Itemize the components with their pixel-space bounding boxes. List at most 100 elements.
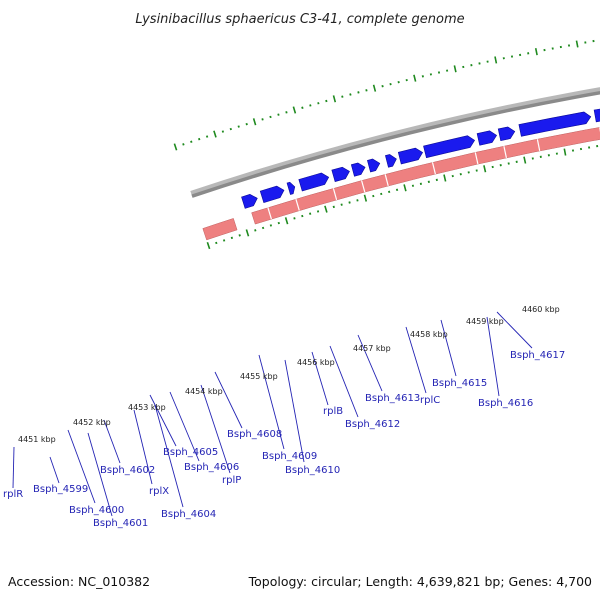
- gene-label[interactable]: Bsph_4605: [163, 447, 218, 458]
- gene-label[interactable]: Bsph_4600: [69, 505, 124, 516]
- minor-tick: [340, 203, 343, 206]
- gene-arrow[interactable]: [259, 185, 285, 203]
- major-tick: [453, 65, 457, 73]
- gene-label[interactable]: Bsph_4615: [432, 378, 487, 389]
- minor-tick: [190, 140, 193, 143]
- major-tick: [324, 205, 328, 213]
- major-tick: [213, 130, 217, 138]
- gene-labels: rplR Bsph_4599 Bsph_4600 Bsph_4601 Bsph_4602…: [3, 350, 565, 529]
- major-tick: [563, 148, 567, 156]
- minor-tick: [301, 106, 304, 109]
- gene-arrow[interactable]: [331, 166, 350, 182]
- gene-arrow[interactable]: [518, 111, 592, 137]
- gene-label[interactable]: rplP: [222, 475, 241, 486]
- minor-tick: [205, 135, 209, 138]
- minor-tick: [245, 122, 248, 126]
- inner-tick-dots: [206, 144, 599, 250]
- gene-label[interactable]: rplB: [323, 406, 343, 417]
- gene-label[interactable]: Bsph_4602: [100, 465, 155, 476]
- gene-label[interactable]: Bsph_4610: [285, 465, 340, 476]
- minor-tick: [293, 217, 296, 220]
- major-tick: [284, 217, 289, 225]
- tick-label: 4459 kbp: [466, 317, 504, 326]
- gene-arrow[interactable]: [286, 181, 296, 195]
- minor-tick: [261, 118, 264, 121]
- gene-arrow[interactable]: [397, 147, 424, 165]
- label-leader: [311, 351, 329, 406]
- minor-tick: [221, 130, 225, 133]
- gene-arrow[interactable]: [423, 135, 476, 159]
- gene-arrow[interactable]: [298, 172, 330, 192]
- tick-label: 4451 kbp: [18, 435, 56, 444]
- minor-tick: [341, 95, 344, 98]
- minor-tick: [309, 104, 312, 107]
- label-leader: [169, 391, 200, 462]
- tick-label: 4458 kbp: [410, 330, 448, 339]
- minor-tick: [421, 75, 424, 78]
- label-leader: [357, 334, 383, 392]
- rna-features: [202, 111, 600, 241]
- gene-label[interactable]: rplR: [3, 489, 23, 500]
- gene-label[interactable]: rplC: [420, 395, 440, 406]
- label-leader: [214, 371, 243, 429]
- gene-label[interactable]: Bsph_4612: [345, 419, 400, 430]
- gene-label[interactable]: Bsph_4599: [33, 484, 88, 495]
- minor-tick: [198, 137, 201, 141]
- gene-label[interactable]: Bsph_4613: [365, 393, 420, 404]
- minor-tick: [182, 143, 185, 146]
- minor-tick: [222, 239, 226, 242]
- minor-tick: [309, 212, 312, 215]
- rna-band[interactable]: [251, 111, 600, 225]
- gene-arrow[interactable]: [241, 193, 258, 209]
- gene-label[interactable]: Bsph_4616: [478, 398, 533, 409]
- rna-separator: [384, 174, 389, 187]
- major-tick: [245, 229, 250, 237]
- major-tick: [252, 118, 257, 126]
- gene-arrow[interactable]: [385, 154, 397, 168]
- major-tick: [494, 56, 498, 64]
- gene-label[interactable]: Bsph_4604: [161, 509, 216, 520]
- major-tick: [403, 184, 407, 192]
- rna-separator: [267, 207, 272, 220]
- label-leader: [329, 345, 359, 418]
- backbone-shadow: [190, 87, 600, 196]
- minor-tick: [357, 91, 360, 94]
- label-leader: [486, 316, 500, 397]
- rna-separator: [503, 145, 507, 159]
- major-tick: [292, 106, 297, 114]
- gene-arrow[interactable]: [593, 108, 600, 123]
- rna-separator: [361, 180, 366, 193]
- gene-label[interactable]: rplX: [149, 486, 169, 497]
- label-leader: [405, 326, 427, 394]
- gene-label[interactable]: Bsph_4609: [262, 451, 317, 462]
- gene-label[interactable]: Bsph_4608: [227, 429, 282, 440]
- minor-tick: [301, 214, 304, 218]
- rna-band[interactable]: [202, 218, 238, 241]
- gene-arrow[interactable]: [367, 158, 381, 173]
- label-leaders: [12, 311, 533, 517]
- gene-label[interactable]: Bsph_4606: [184, 462, 239, 473]
- label-leader: [103, 419, 121, 464]
- major-tick: [483, 165, 487, 173]
- gene-arrow[interactable]: [476, 130, 498, 146]
- gene-arrow[interactable]: [350, 162, 366, 177]
- minor-tick: [325, 99, 328, 103]
- forward-genes: [241, 108, 600, 209]
- major-tick: [173, 143, 178, 151]
- map-title: Lysinibacillus sphaericus C3-41, complet…: [135, 12, 464, 27]
- gene-label[interactable]: Bsph_4617: [510, 350, 565, 361]
- major-tick: [534, 48, 538, 56]
- minor-tick: [277, 221, 280, 225]
- gene-label[interactable]: Bsph_4601: [93, 518, 148, 529]
- label-leader: [440, 319, 457, 377]
- rna-separator: [332, 188, 338, 201]
- rna-separator: [536, 139, 541, 152]
- major-tick: [413, 74, 417, 82]
- gene-arrow[interactable]: [497, 126, 516, 142]
- minor-tick: [238, 234, 241, 237]
- minor-tick: [215, 241, 218, 245]
- minor-tick: [317, 102, 320, 105]
- label-leader: [496, 311, 533, 349]
- tick-label: 4452 kbp: [73, 418, 111, 427]
